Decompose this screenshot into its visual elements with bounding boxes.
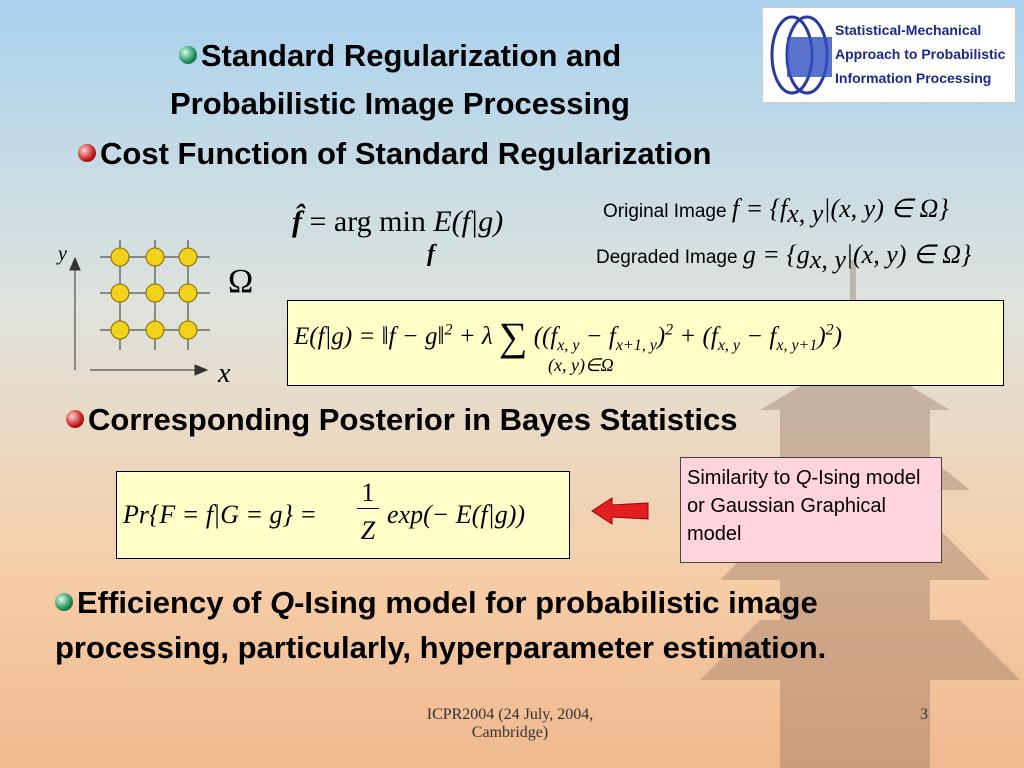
cost-formula-box: E(f|g) = ‖f − g‖2 + λ ∑ ((fx, y − fx+1, … [287, 300, 1004, 386]
logo: Statistical-Mechanical Approach to Proba… [762, 7, 1016, 103]
formula-part: 2 [825, 321, 834, 339]
label: Original Image [603, 201, 727, 222]
formula-part: + (f [673, 323, 718, 350]
cost-formula: E(f|g) = ‖f − g‖2 + λ ∑ ((fx, y − fx+1, … [294, 313, 842, 360]
formula-part: Pr{F = f|G = g} = [123, 500, 317, 529]
bullet-text: Cost Function of Standard Regularization [100, 136, 712, 171]
formula-part: − f [579, 323, 616, 350]
formula-part: E(f|g) [433, 205, 504, 238]
callout-text: -Ising model or Gaussian Graphical model [687, 467, 921, 545]
bullet: Corresponding Posterior in Bayes Statist… [66, 402, 737, 438]
title-line: Probabilistic Image Processing [170, 86, 630, 121]
axis-label: y [56, 243, 67, 265]
axis-label: x [217, 358, 231, 389]
bullet-text: Efficiency of [77, 585, 270, 620]
bullet-text: Corresponding Posterior in Bayes Statist… [88, 402, 738, 437]
callout: Similarity to Q-Ising model or Gaussian … [680, 457, 942, 563]
formula-part: 2 [665, 321, 674, 339]
logo-line: Information Processing [835, 70, 992, 86]
formula-part: + λ [452, 323, 499, 350]
posterior-box: Pr{F = f|G = g} = 1 Z exp(− E(f|g)) [116, 471, 570, 559]
formula-part: (x, y)∈Ω [548, 355, 614, 375]
arrow [591, 497, 649, 525]
logo-line: Approach to Probabilistic [835, 46, 1006, 62]
formula-part: − f [740, 323, 777, 350]
bullet: Efficiency of Q-Ising model for probabil… [55, 580, 975, 670]
formula-part: Z [360, 516, 376, 545]
formula-part: |(x, y) ∈ Ω} [823, 194, 949, 223]
formula-part: ) [833, 323, 842, 350]
bullet-text: -Ising model for probabilistic image pro… [55, 585, 827, 665]
region-symbol: Ω [228, 263, 253, 300]
formula-part: x, y [557, 337, 580, 354]
page-number: 3 [920, 706, 928, 723]
bullet-icon [178, 46, 197, 64]
logo-line: Statistical-Mechanical [835, 22, 982, 38]
formula-part: x+1, y [615, 337, 657, 354]
formula-part: g = {g [742, 240, 810, 269]
formula-part: ) [656, 323, 666, 350]
callout-text: Q [795, 467, 812, 489]
formula-part: |(x, y) ∈ Ω} [845, 240, 972, 269]
title-text: Standard Regularization and [200, 38, 622, 73]
formula-part: x, y [809, 244, 846, 274]
estimate-formula: f̂ = arg min E(f|g) f [292, 205, 504, 267]
formula-part: = arg min [309, 205, 426, 238]
formula-part: 1 [357, 478, 379, 509]
logo-graphic [770, 15, 832, 95]
bullet: Cost Function of Standard Regularization [78, 136, 711, 172]
formula-part: x, y [787, 198, 824, 228]
logo-text: Statistical-Mechanical Approach to Proba… [835, 18, 1005, 90]
formula-part: x, y+1 [776, 337, 818, 354]
formula-part: x, y [717, 337, 741, 354]
formula-part: ((f [533, 323, 558, 350]
bullet-icon [55, 593, 73, 611]
formula-part: ∑ [498, 314, 528, 359]
callout-text: Similarity to [687, 467, 796, 489]
bullet-text: Q [269, 585, 295, 620]
formula-part: f [427, 241, 435, 267]
degraded-image: Degraded Image g = {gx, y|(x, y) ∈ Ω} [596, 240, 971, 275]
original-image: Original Image f = {fx, y|(x, y) ∈ Ω} [603, 194, 949, 229]
formula-part: f = {f [731, 194, 788, 223]
title: Standard Regularization and Probabilisti… [100, 32, 700, 128]
footer-venue: ICPR2004 (24 July, 2004, Cambridge) [426, 706, 594, 741]
formula-part: exp(− E(f|g)) [387, 500, 526, 529]
lattice: y x Ω [56, 240, 253, 389]
formula-part: 2 [444, 321, 453, 339]
bullet-icon [78, 144, 96, 162]
formula-part: E(f|g) = ‖f − g‖ [294, 323, 445, 350]
formula-part: f̂ [292, 205, 302, 238]
title-line: Standard Regularization and [100, 32, 700, 80]
bullet-icon [66, 410, 84, 428]
label: Degraded Image [596, 247, 738, 268]
formula-part: ) [817, 323, 826, 350]
